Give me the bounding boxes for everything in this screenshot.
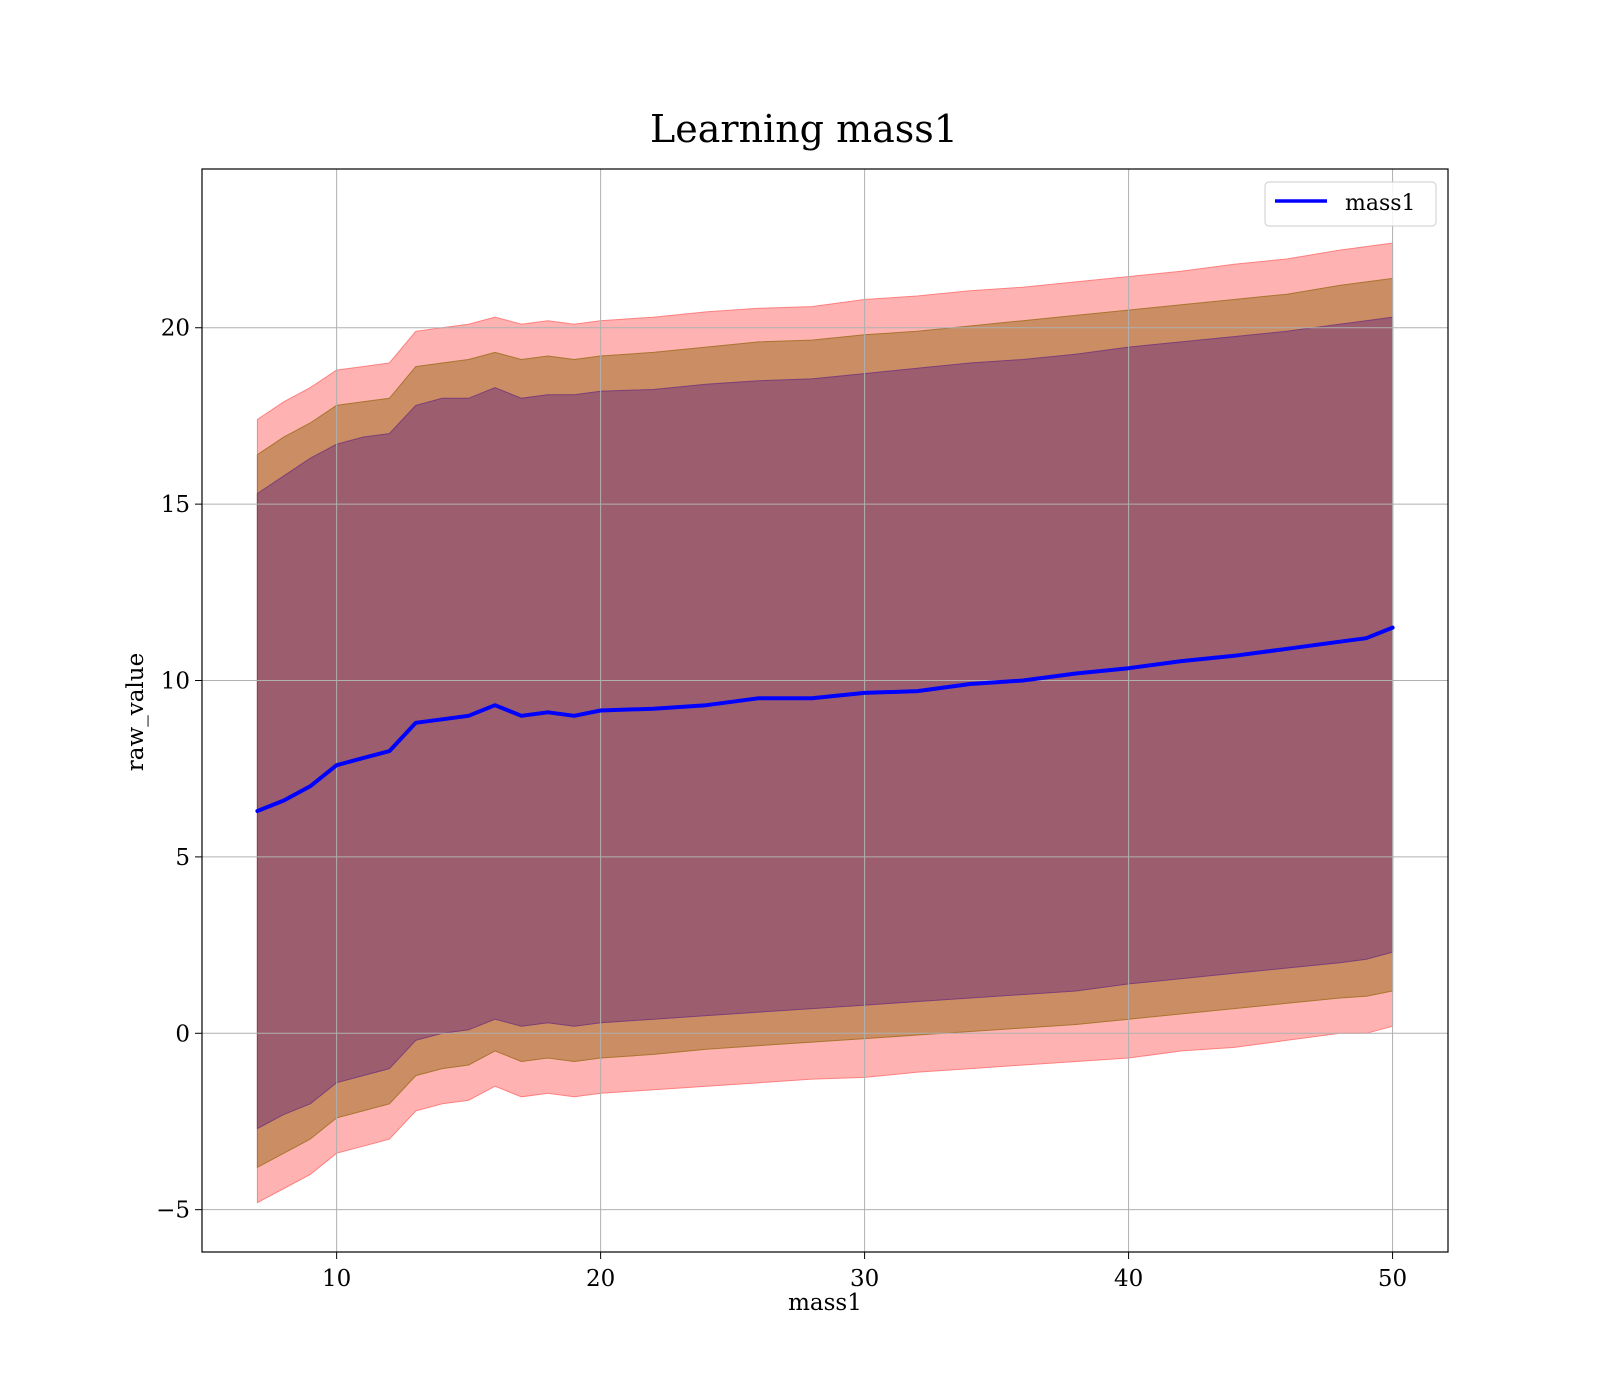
plot-frame — [201, 168, 1449, 1253]
y-tick-label: 5 — [175, 845, 190, 871]
series-layer — [255, 625, 1395, 813]
x-tick-label: 30 — [850, 1266, 879, 1292]
x-tick-label: 10 — [322, 1266, 351, 1292]
x-tick-label: 50 — [1378, 1266, 1407, 1292]
plot-area — [201, 168, 1449, 1253]
x-axis-label: mass1 — [788, 1290, 862, 1316]
y-tick-label: 15 — [161, 492, 190, 518]
chart-title: Learning mass1 — [650, 107, 958, 151]
y-tick-label: 10 — [161, 669, 190, 695]
legend-box — [1264, 181, 1437, 227]
x-tick-label: 40 — [1114, 1266, 1143, 1292]
legend-label-mass1: mass1 — [1345, 191, 1416, 216]
x-axis-ticks: 10 20 30 40 50 — [322, 1252, 1407, 1292]
series-line-mass1 — [255, 625, 1395, 813]
y-axis-ticks: −5 0 5 10 15 20 — [156, 316, 202, 1224]
x-tick-label: 20 — [586, 1266, 615, 1292]
legend: mass1 — [1264, 181, 1437, 227]
y-tick-label: −5 — [156, 1198, 190, 1224]
confidence-bands — [256, 242, 1394, 1204]
y-axis-label: raw_value — [123, 653, 149, 771]
y-tick-label: 0 — [175, 1021, 190, 1047]
y-tick-label: 20 — [161, 316, 190, 342]
